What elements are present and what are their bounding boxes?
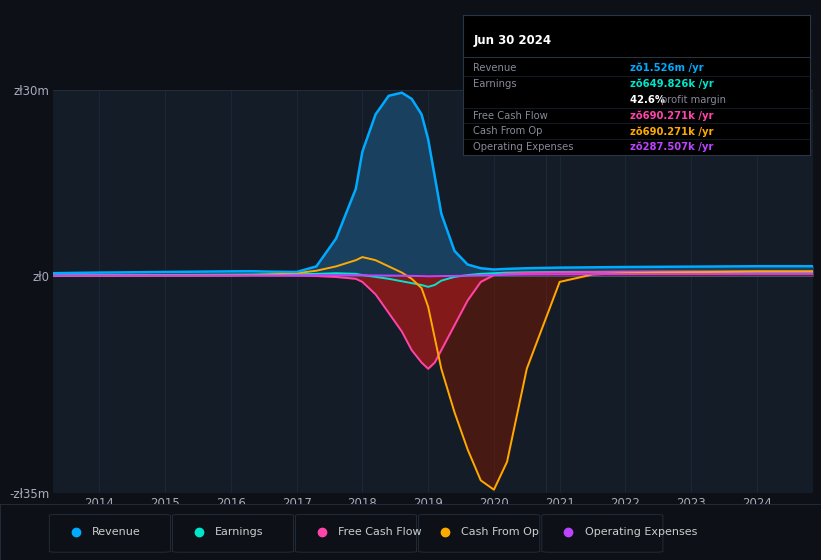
Text: zŏ649.826k /yr: zŏ649.826k /yr (630, 79, 713, 89)
FancyBboxPatch shape (49, 515, 171, 552)
Text: Operating Expenses: Operating Expenses (474, 142, 574, 152)
Text: Jun 30 2024: Jun 30 2024 (474, 34, 552, 46)
Text: zŏ1.526m /yr: zŏ1.526m /yr (630, 63, 703, 73)
Text: 42.6%: 42.6% (630, 95, 668, 105)
Text: Operating Expenses: Operating Expenses (585, 527, 697, 537)
Text: Earnings: Earnings (215, 527, 264, 537)
Text: zŏ690.271k /yr: zŏ690.271k /yr (630, 126, 713, 137)
Text: Cash From Op: Cash From Op (461, 527, 539, 537)
Text: Revenue: Revenue (92, 527, 140, 537)
Text: Revenue: Revenue (474, 63, 516, 73)
Text: zŏ287.507k /yr: zŏ287.507k /yr (630, 142, 713, 152)
Text: Free Cash Flow: Free Cash Flow (474, 110, 548, 120)
FancyBboxPatch shape (172, 515, 294, 552)
FancyBboxPatch shape (542, 515, 663, 552)
Text: Earnings: Earnings (474, 79, 517, 89)
Text: Free Cash Flow: Free Cash Flow (338, 527, 422, 537)
Text: Cash From Op: Cash From Op (474, 127, 543, 136)
Text: profit margin: profit margin (661, 95, 726, 105)
FancyBboxPatch shape (296, 515, 416, 552)
Text: zŏ690.271k /yr: zŏ690.271k /yr (630, 110, 713, 121)
FancyBboxPatch shape (419, 515, 540, 552)
